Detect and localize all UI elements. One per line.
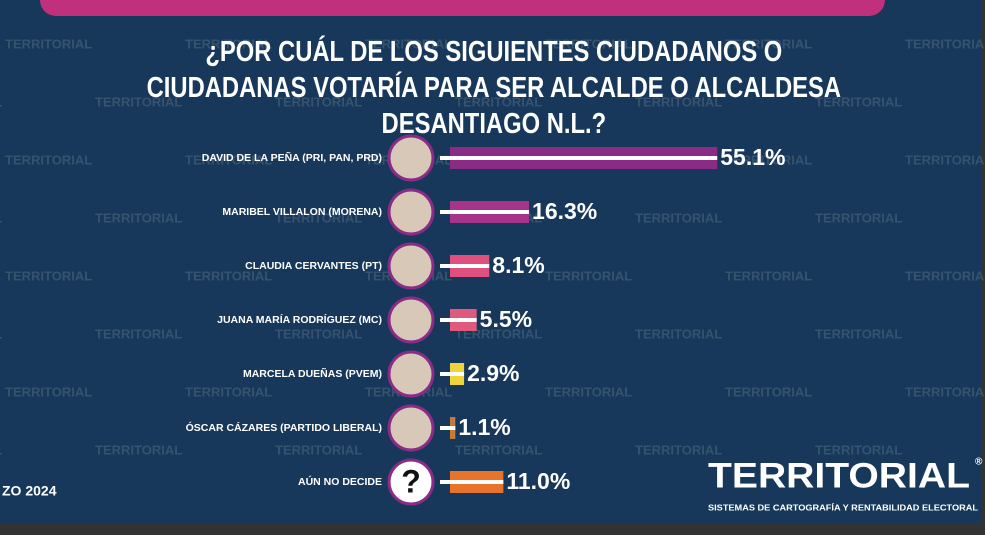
category-label: JUANA MARÍA RODRÍGUEZ (MC) bbox=[217, 313, 382, 326]
logo-mark: ® bbox=[975, 457, 983, 468]
value-label: 11.0% bbox=[506, 468, 570, 494]
bar-stripe bbox=[440, 264, 490, 268]
watermark: TERRITORIAL bbox=[545, 384, 632, 399]
watermark: TERRITORIAL bbox=[5, 384, 92, 399]
watermark: TERRITORIAL bbox=[725, 384, 812, 399]
chart-title: ¿POR CUÁL DE LOS SIGUIENTES CIUDADANOS O… bbox=[146, 36, 842, 140]
watermark: TERRITORIAL bbox=[815, 326, 902, 341]
right-strip bbox=[981, 0, 985, 535]
watermark: TERRITORIAL bbox=[545, 268, 632, 283]
watermark: TERRITORIAL bbox=[185, 384, 272, 399]
logo-tagline: SISTEMAS DE CARTOGRAFÍA Y RENTABILIDAD E… bbox=[708, 502, 978, 512]
bottom-strip bbox=[0, 524, 985, 535]
watermark: TERRITORIAL bbox=[455, 442, 542, 457]
category-label: MARCELA DUEÑAS (PVEM) bbox=[243, 367, 382, 380]
watermark: TERRITORIAL bbox=[905, 268, 985, 283]
category-label: AÚN NO DECIDE bbox=[298, 475, 382, 488]
watermark: TERRITORIAL bbox=[905, 384, 985, 399]
watermark: TERRITORIAL bbox=[545, 36, 632, 51]
value-label: 2.9% bbox=[467, 360, 519, 386]
logo-name: TERRITORIAL bbox=[708, 456, 970, 495]
value-label: 8.1% bbox=[492, 252, 544, 278]
watermark: TERRITORIAL bbox=[815, 94, 902, 109]
avatar bbox=[387, 242, 435, 290]
watermark: TERRITORIAL bbox=[5, 152, 92, 167]
avatar bbox=[387, 296, 435, 344]
avatar bbox=[387, 350, 435, 398]
bar-stripe bbox=[440, 156, 718, 160]
top-banner bbox=[40, 0, 885, 16]
watermark: TERRITORIAL bbox=[905, 36, 985, 51]
watermark: TERRITORIAL bbox=[815, 442, 902, 457]
unknown-icon: ? bbox=[401, 463, 421, 499]
watermark: TERRITORIAL bbox=[0, 326, 2, 341]
watermark: TERRITORIAL bbox=[0, 210, 2, 225]
value-label: 1.1% bbox=[458, 414, 510, 440]
watermark: TERRITORIAL bbox=[275, 442, 362, 457]
value-label: 55.1% bbox=[720, 144, 785, 170]
value-label: 16.3% bbox=[532, 198, 597, 224]
avatar bbox=[387, 458, 435, 506]
watermark: TERRITORIAL bbox=[815, 210, 902, 225]
watermark: TERRITORIAL bbox=[95, 210, 182, 225]
watermark: TERRITORIAL bbox=[275, 94, 362, 109]
watermark: TERRITORIAL bbox=[95, 326, 182, 341]
watermark: TERRITORIAL bbox=[185, 268, 272, 283]
category-label: DAVID DE LA PEÑA (PRI, PAN, PRD) bbox=[202, 151, 382, 164]
category-label: MARIBEL VILLALON (MORENA) bbox=[222, 206, 382, 218]
watermark: TERRITORIAL bbox=[635, 326, 722, 341]
watermark: TERRITORIAL bbox=[725, 36, 812, 51]
bar-stripe bbox=[440, 372, 465, 376]
watermark: TERRITORIAL bbox=[185, 152, 272, 167]
watermark: TERRITORIAL bbox=[635, 94, 722, 109]
watermark: TERRITORIAL bbox=[725, 268, 812, 283]
bar-stripe bbox=[440, 318, 477, 322]
avatar bbox=[387, 134, 435, 182]
date-label: ZO 2024 bbox=[2, 483, 57, 499]
watermark: TERRITORIAL bbox=[95, 442, 182, 457]
watermark: TERRITORIAL bbox=[275, 210, 362, 225]
watermark: TERRITORIAL bbox=[95, 94, 182, 109]
category-label: ÓSCAR CÁZARES (PARTIDO LIBERAL) bbox=[186, 421, 382, 434]
avatar bbox=[387, 188, 435, 236]
avatar bbox=[387, 404, 435, 452]
watermark: TERRITORIAL bbox=[0, 442, 2, 457]
bar-stripe bbox=[440, 480, 504, 484]
bar-stripe bbox=[440, 426, 456, 430]
watermark: TERRITORIAL bbox=[635, 210, 722, 225]
value-label: 5.5% bbox=[480, 306, 532, 332]
watermark: TERRITORIAL bbox=[185, 36, 272, 51]
watermark: TERRITORIAL bbox=[455, 326, 542, 341]
bar-stripe bbox=[440, 210, 530, 214]
watermark: TERRITORIAL bbox=[365, 36, 452, 51]
watermark: TERRITORIAL bbox=[635, 442, 722, 457]
watermark: TERRITORIAL bbox=[275, 326, 362, 341]
watermark: TERRITORIAL bbox=[5, 268, 92, 283]
watermark: TERRITORIAL bbox=[0, 94, 2, 109]
watermark: TERRITORIAL bbox=[905, 152, 985, 167]
watermark: TERRITORIAL bbox=[725, 152, 812, 167]
watermark: TERRITORIAL bbox=[455, 94, 542, 109]
category-label: CLAUDIA CERVANTES (PT) bbox=[245, 260, 382, 272]
watermark: TERRITORIAL bbox=[5, 36, 92, 51]
